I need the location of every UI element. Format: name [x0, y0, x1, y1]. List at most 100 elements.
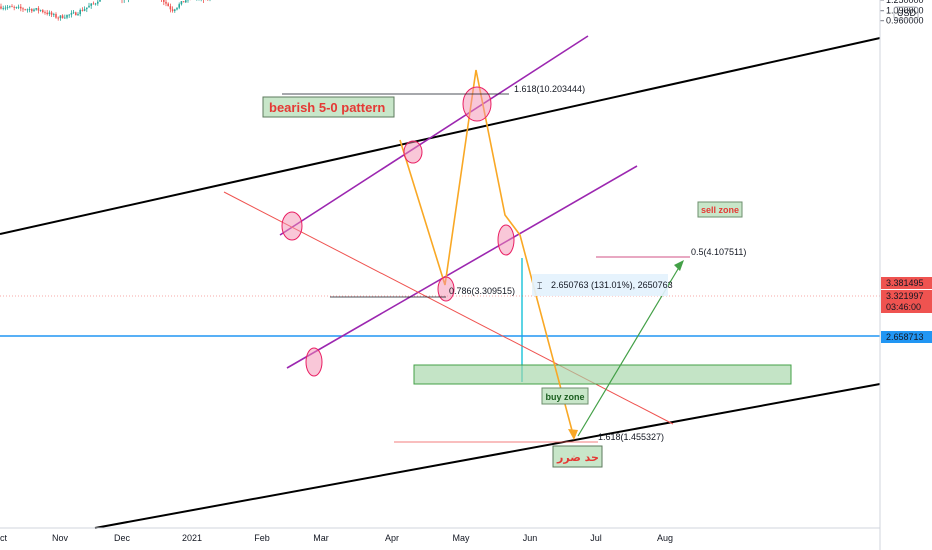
price-tag-p2-bg: [881, 290, 932, 302]
candle-up: [86, 7, 88, 10]
candle-down: [0, 6, 2, 9]
time-tick-Mar: Mar: [313, 533, 329, 543]
candle-down: [75, 12, 77, 16]
candle-down: [169, 6, 172, 10]
time-tick-Jul: Jul: [590, 533, 602, 543]
candle-up: [26, 9, 29, 11]
upper-trendline: [0, 37, 881, 235]
time-tick-Apr: Apr: [385, 533, 399, 543]
candle-down: [37, 8, 40, 11]
candle-up: [64, 17, 66, 19]
candle-up: [180, 1, 183, 5]
pattern-title-box: [262, 96, 395, 118]
measure-icon: ⌶: [537, 281, 542, 291]
stop-loss-box: [552, 445, 603, 468]
candle-down: [163, 0, 165, 2]
candle-up: [33, 9, 35, 12]
candle-down: [57, 17, 59, 19]
candles: [0, 0, 523, 382]
stop-loss-label: حد ضرر: [556, 451, 599, 464]
candle-up: [70, 12, 73, 15]
candle-up: [99, 0, 101, 2]
candle-down: [55, 14, 57, 18]
price-tag-p3: 2.658713: [886, 332, 924, 342]
candle-down: [46, 12, 48, 15]
pattern-point-marker: [437, 276, 455, 302]
pattern-point-marker: [497, 224, 515, 256]
candle-up: [66, 14, 68, 18]
candle-up: [6, 7, 9, 8]
candle-down: [31, 9, 33, 12]
pattern-title: bearish 5-0 pattern: [269, 100, 385, 115]
price-tag-countdown-bg: [881, 301, 932, 313]
measure-label: 2.650763 (131.01%), 2650763: [551, 280, 673, 290]
currency-box: [893, 6, 919, 20]
candle-down: [11, 6, 13, 8]
candle-up: [72, 12, 75, 14]
candle-down: [61, 15, 64, 19]
price-tag-p1-bg: [881, 277, 932, 289]
lower-trendline: [94, 383, 881, 529]
candle-up: [4, 7, 7, 9]
candle-up: [2, 7, 4, 9]
price-tick-label: 1.090000: [886, 6, 924, 16]
candle-up: [94, 3, 97, 5]
pattern-point-marker: [403, 140, 423, 164]
candle-down: [44, 12, 46, 13]
price-tick-label: 0.960000: [886, 16, 924, 26]
sell-zone-label: sell zone: [701, 205, 739, 215]
candle-up: [178, 4, 180, 8]
fib-1618-bottom-label: 1.618(1.455327): [598, 432, 664, 442]
candle-up: [59, 15, 62, 19]
fib-0786-label: 0.786(3.309515): [449, 286, 515, 296]
time-tick-ct: ct: [0, 533, 8, 543]
candle-up: [174, 9, 176, 11]
candle-down: [22, 8, 24, 10]
candle-up: [79, 9, 81, 15]
candle-down: [24, 9, 26, 11]
candle-up: [83, 9, 86, 11]
time-tick-Feb: Feb: [254, 533, 270, 543]
price-tag-p2: 3.321997: [886, 291, 924, 301]
candle-down: [171, 9, 174, 11]
candle-down: [50, 12, 53, 15]
candle-up: [77, 14, 79, 16]
channel-lower: [286, 165, 638, 369]
candle-up: [15, 7, 18, 8]
currency-label: USD: [897, 8, 917, 18]
candle-up: [48, 12, 51, 15]
time-tick-2021: 2021: [182, 533, 202, 543]
pattern-lines: [399, 69, 575, 439]
measure-box: [532, 274, 668, 296]
time-tick-Dec: Dec: [114, 533, 131, 543]
price-tick-label: 1.250000: [886, 0, 924, 5]
buy-zone-label: buy zone: [545, 392, 584, 402]
price-axis: 17.00000014.00000012.00000010.5000009.00…: [879, 0, 932, 550]
fib-1618-top-label: 1.618(10.203444): [514, 84, 585, 94]
candle-up: [39, 10, 42, 11]
time-tick-Jun: Jun: [523, 533, 538, 543]
pattern-arrowhead: [568, 429, 578, 440]
candle-up: [90, 3, 92, 6]
candle-up: [68, 14, 70, 16]
projection-arrowhead: [674, 260, 684, 271]
candle-up: [88, 5, 90, 8]
candle-up: [53, 14, 55, 15]
candle-down: [167, 3, 169, 7]
pattern-point-marker: [462, 86, 492, 122]
channel-upper: [279, 35, 589, 236]
pattern-point-marker: [281, 211, 303, 241]
candle-up: [97, 1, 99, 4]
candle-up: [28, 9, 31, 10]
price-tag-p3-bg: [881, 331, 932, 343]
price-tag-countdown: 03:46:00: [886, 302, 921, 312]
time-tick-Nov: Nov: [52, 533, 69, 543]
price-tag-p1: 3.381495: [886, 278, 924, 288]
time-axis: ct Nov Dec 2021 Feb Mar Apr May Jun Jul Aug: [0, 527, 880, 543]
time-tick-May: May: [452, 533, 470, 543]
sell-zone-box: [697, 201, 743, 218]
candle-up: [17, 6, 20, 8]
buy-zone-box: [413, 364, 792, 385]
